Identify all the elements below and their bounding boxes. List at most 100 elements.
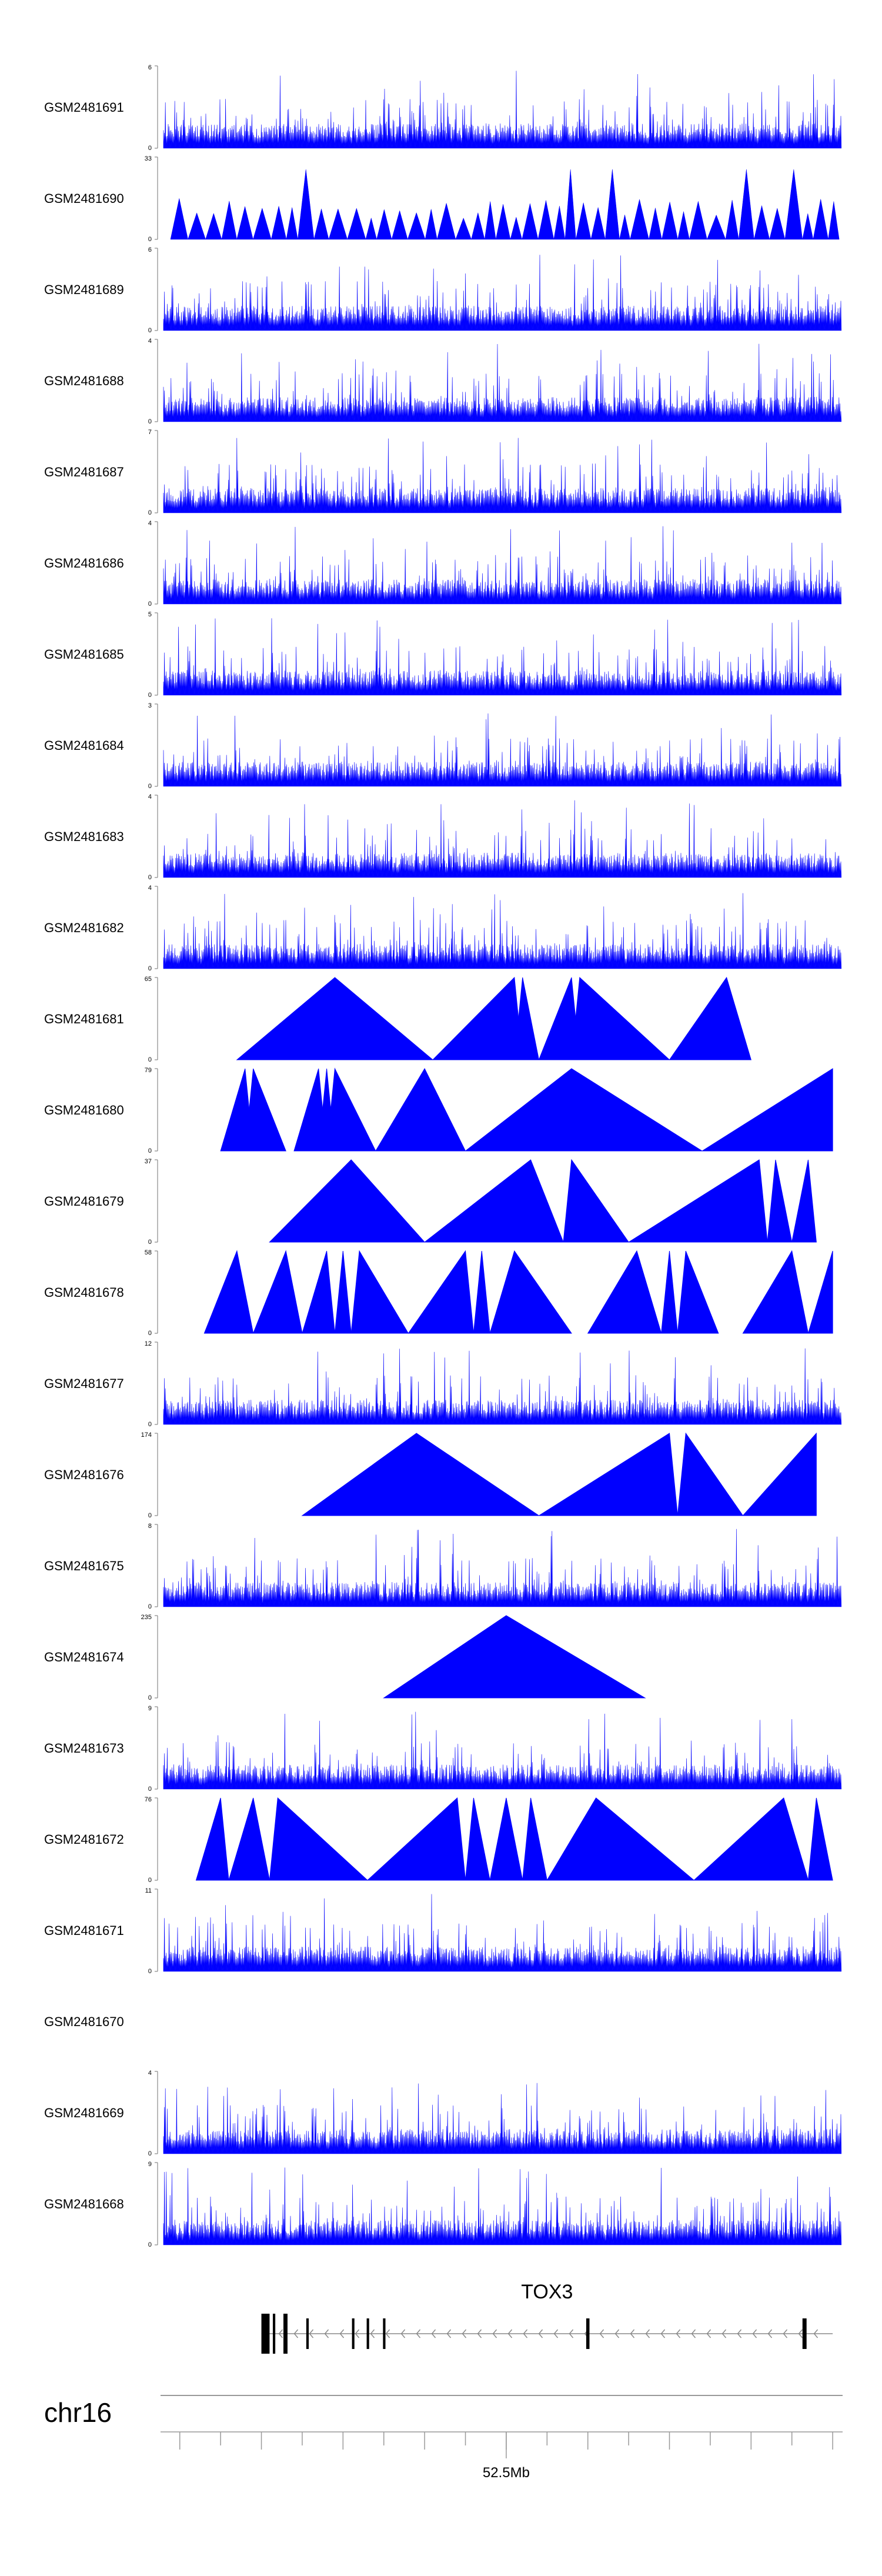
coverage-peak [301,1433,540,1516]
coverage-peak [514,977,540,1060]
coverage-peak [537,1433,678,1516]
coverage-peak [350,1250,409,1334]
y-min-label: 0 [148,600,152,608]
track-label: GSM2481672 [44,1832,124,1847]
track-label: GSM2481691 [44,100,124,115]
gene-exon [306,2318,309,2349]
coverage-peak [465,1068,703,1152]
coverage-area [163,255,842,331]
y-min-label: 0 [148,509,152,516]
y-max-label: 65 [145,976,152,983]
coverage-area [163,1894,842,1972]
y-min-label: 0 [148,2241,152,2248]
coverage-peak [375,1067,466,1152]
strand-arrow [813,2329,818,2338]
strand-arrow [614,2329,620,2338]
coverage-peak [627,1159,768,1243]
strand-arrow [767,2329,773,2338]
coverage-peak [489,1797,523,1881]
coverage-peak [228,1797,270,1881]
y-max-label: 7 [148,429,152,436]
track-GSM2481673: GSM2481673 9 0 [44,1705,842,1793]
y-max-label: 11 [145,1887,152,1894]
track-label: GSM2481681 [44,1012,124,1026]
track-label: GSM2481677 [44,1376,124,1391]
strand-arrow [798,2329,803,2338]
gene-exon [586,2318,590,2349]
y-min-label: 0 [148,1512,152,1519]
track-label: GSM2481679 [44,1194,124,1209]
strand-arrow [553,2329,559,2338]
track-GSM2481690: GSM2481690 33 0 [44,155,840,243]
y-max-label: 37 [145,1158,152,1165]
y-max-label: 33 [145,155,152,162]
coverage-peak [693,1797,809,1881]
coverage-peak [661,1250,678,1334]
chromosome-axis: chr16 52.5Mb [44,2395,843,2481]
track-GSM2481686: GSM2481686 4 0 [44,520,842,608]
gene-exon [352,2318,355,2349]
y-min-label: 0 [148,1421,152,1428]
coverage-area [163,618,842,696]
coverage-peak [465,1797,490,1881]
track-label: GSM2481676 [44,1467,124,1482]
track-GSM2481675: GSM2481675 8 0 [44,1523,842,1610]
track-GSM2481679: GSM2481679 37 0 [44,1158,817,1246]
coverage-area [163,1711,842,1790]
strand-arrow [538,2329,543,2338]
y-min-label: 0 [148,1239,152,1246]
coverage-peak [236,977,434,1060]
gene-exon [283,2314,288,2354]
gene-exon [272,2314,276,2354]
track-label: GSM2481684 [44,738,124,753]
gene-exon [261,2314,270,2354]
strand-arrow [446,2329,452,2338]
coverage-peak [522,1797,547,1881]
y-max-label: 79 [145,1067,152,1074]
coverage-peak [742,1432,817,1516]
y-min-label: 0 [148,692,152,699]
y-min-label: 0 [148,1877,152,1884]
track-label: GSM2481671 [44,1923,124,1938]
y-max-label: 8 [148,1523,152,1530]
coverage-peak [571,976,670,1060]
coverage-area [163,343,842,422]
coverage-area [163,1529,842,1607]
coverage-peak [302,1250,336,1334]
track-GSM2481678: GSM2481678 58 0 [44,1249,833,1337]
track-GSM2481676: GSM2481676 174 0 [44,1432,817,1519]
y-max-label: 4 [148,2070,152,2077]
strand-arrow [523,2329,528,2338]
strand-arrow [645,2329,650,2338]
coverage-peak [252,1250,303,1334]
coverage-area [163,893,842,969]
track-GSM2481671: GSM2481671 11 0 [44,1887,842,1975]
track-label: GSM2481687 [44,465,124,479]
strand-arrow [385,2329,390,2338]
y-max-label: 6 [148,64,152,71]
y-max-label: 9 [148,1705,152,1712]
strand-arrow [737,2329,742,2338]
track-label: GSM2481678 [44,1285,124,1300]
y-min-label: 0 [148,418,152,425]
strand-arrow [400,2329,406,2338]
y-min-label: 0 [148,783,152,790]
coverage-area [163,2167,842,2245]
coverage-peak [423,1159,564,1243]
coverage-peak [195,1797,229,1881]
coverage-area [163,713,842,787]
track-label: GSM2481688 [44,373,124,388]
y-min-label: 0 [148,327,152,334]
y-min-label: 0 [148,2150,152,2157]
strand-arrow [416,2329,421,2338]
coverage-peak [677,1432,744,1516]
track-label: GSM2481686 [44,556,124,570]
y-min-label: 0 [148,1603,152,1610]
y-max-label: 12 [145,1340,152,1347]
track-GSM2481668: GSM2481668 9 0 [44,2161,842,2248]
coverage-area [163,438,842,513]
y-max-label: 9 [148,2161,152,2168]
strand-arrow [355,2329,360,2338]
gene-track: TOX3 [261,2281,833,2354]
